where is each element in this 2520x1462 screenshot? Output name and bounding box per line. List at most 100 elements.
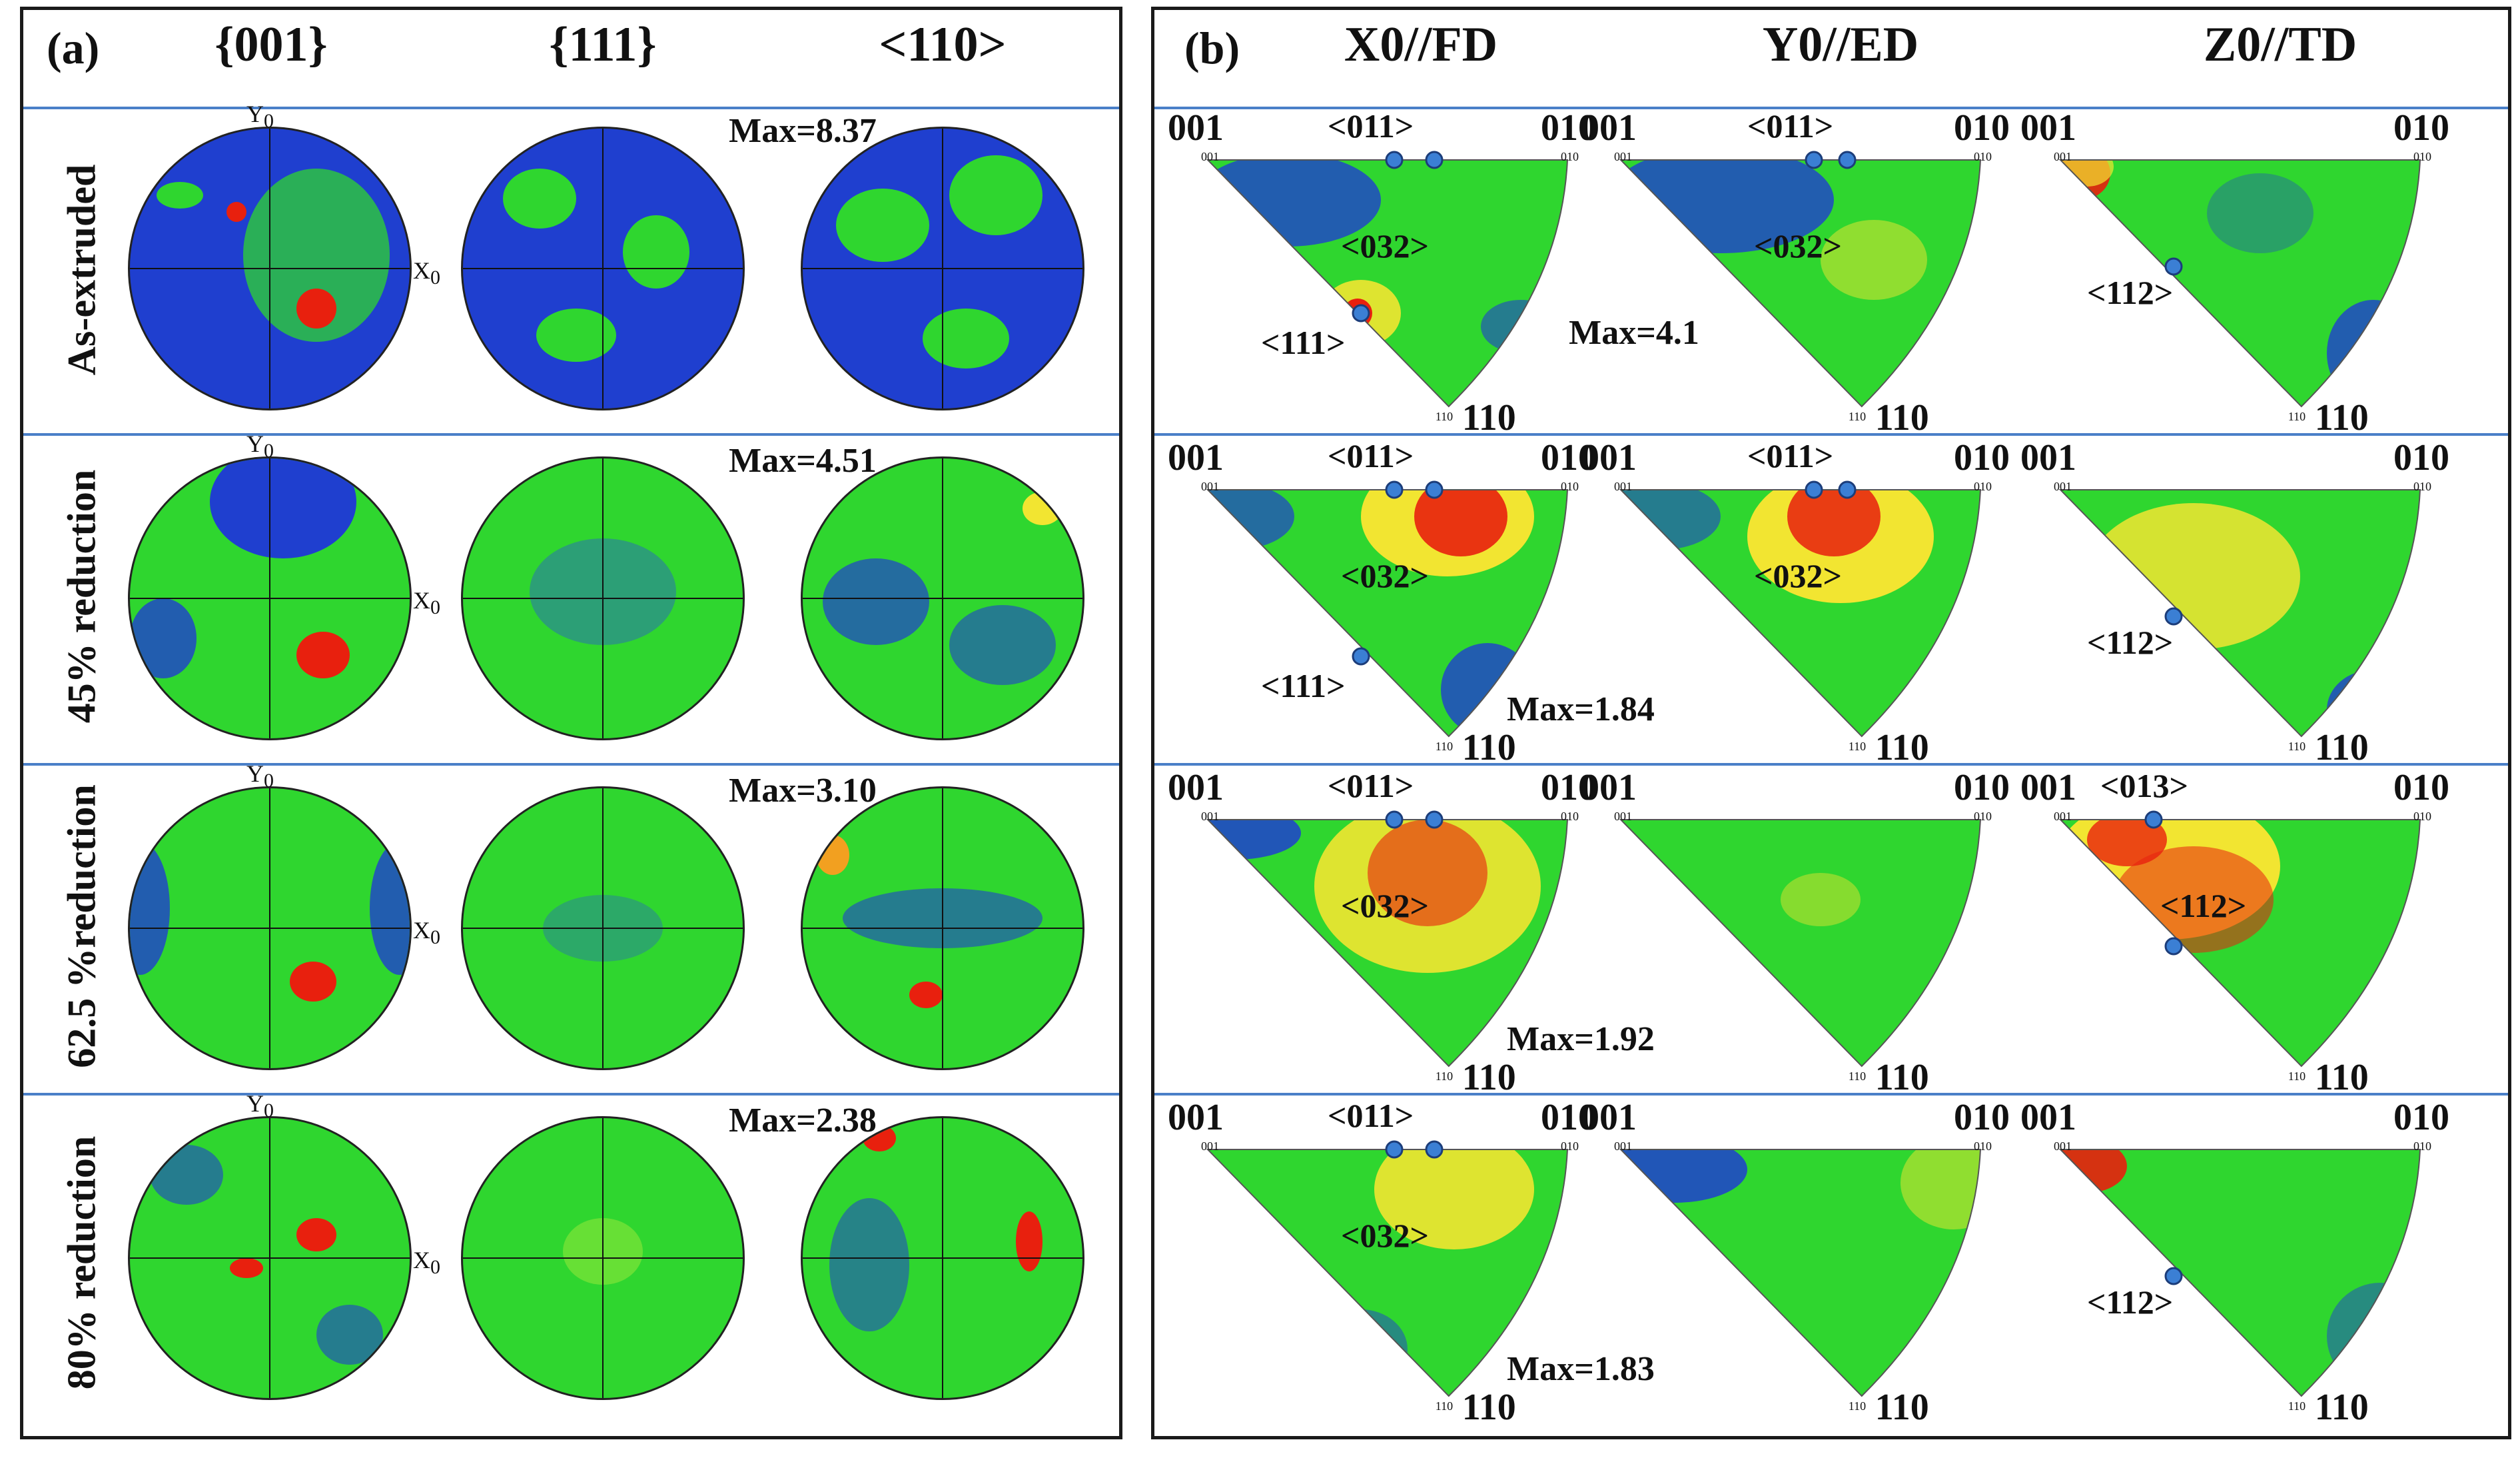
direction-label-032: <032>: [1341, 887, 1429, 924]
corner-label-001: 001: [1168, 437, 1224, 478]
corner-label-110: 110: [1875, 1057, 1929, 1098]
ipf-outline: [2058, 159, 2421, 408]
direction-marker-032: [1838, 480, 1857, 499]
row-separator: [23, 433, 1119, 436]
corner-label-001: 001: [1581, 1097, 1637, 1138]
texture-intensity-blob: [1481, 300, 1561, 353]
texture-intensity-blob: [1208, 820, 1301, 860]
ipf-triangle: [1206, 480, 1569, 738]
corner-label-001: 001: [2020, 437, 2076, 478]
max-intensity-label: Max=4.1: [1569, 314, 1699, 352]
ipf-triangle: [1619, 151, 1982, 408]
pole-figure-111: [463, 1118, 743, 1398]
corner-label-010: 010: [1541, 107, 1597, 149]
corner-label-001-small: 001: [1614, 150, 1632, 163]
texture-intensity-blob: [1781, 873, 1861, 926]
corner-label-001-small: 001: [1614, 480, 1632, 493]
corner-label-001-small: 001: [2054, 480, 2072, 493]
panel-a: (a) {001} {111} <110> As-extruded Max=8.…: [20, 7, 1122, 1439]
corner-label-010: 010: [1541, 767, 1597, 808]
texture-intensity-blob: [1900, 1149, 1980, 1229]
direction-label-111: <111>: [1261, 324, 1346, 361]
corner-label-001: 001: [2020, 767, 2076, 808]
texture-intensity-blob: [1368, 820, 1487, 926]
corner-label-110: 110: [2314, 1387, 2369, 1428]
corner-label-010-small: 010: [1561, 150, 1579, 163]
direction-label-112: <112>: [2087, 624, 2174, 661]
row-label-45-reduction: 45% reduction: [59, 469, 104, 724]
max-intensity-label: Max=3.10: [729, 772, 877, 810]
max-intensity-label: Max=1.92: [1507, 1020, 1655, 1058]
pole-figure-111: [463, 458, 743, 738]
corner-label-001: 001: [2020, 1097, 2076, 1138]
corner-label-001-small: 001: [1614, 1139, 1632, 1153]
ipf-triangle: [1206, 1140, 1569, 1397]
direction-label-032: <032>: [1341, 557, 1429, 594]
panel-b-letter: (b): [1184, 23, 1240, 73]
corner-label-010: 010: [1541, 437, 1597, 478]
y0-axis-label: Y0: [246, 1090, 274, 1122]
direction-label-032: <032>: [1754, 557, 1842, 594]
x0-axis-label: X0: [413, 257, 440, 289]
corner-label-010-small: 010: [1561, 480, 1579, 493]
direction-label-013: <013>: [2100, 767, 2188, 804]
corner-label-001-small: 001: [1201, 810, 1219, 823]
direction-label-112: <112>: [2087, 1283, 2174, 1321]
ipf-outline: [1619, 819, 1982, 1068]
corner-label-001-small: 001: [2054, 1139, 2072, 1153]
corner-label-110-small: 110: [1435, 1399, 1454, 1413]
corner-label-110-small: 110: [1435, 740, 1454, 753]
row-label-as-extruded: As-extruded: [59, 164, 104, 376]
direction-marker-011: [1385, 151, 1404, 169]
corner-label-110-small: 110: [1435, 1070, 1454, 1083]
corner-label-110: 110: [2314, 1057, 2369, 1098]
texture-intensity-blob: [2087, 820, 2167, 866]
direction-marker-032: [1425, 810, 1444, 829]
row-separator: [1154, 1093, 2508, 1096]
direction-label-032: <032>: [1341, 1217, 1429, 1254]
pole-figure-111: [463, 788, 743, 1068]
corner-label-110-small: 110: [1848, 1070, 1867, 1083]
corner-label-001-small: 001: [2054, 810, 2072, 823]
ipf-triangle: [2058, 810, 2421, 1068]
direction-marker-032: [1838, 151, 1857, 169]
panel-a-letter: (a): [47, 23, 100, 73]
pole-figure-001: [130, 1118, 410, 1398]
corner-label-010-small: 010: [2413, 1139, 2431, 1153]
direction-label-011: <011>: [1747, 107, 1834, 145]
pole-figure-column-001: {001}: [214, 17, 328, 72]
corner-label-010-small: 010: [1974, 480, 1992, 493]
corner-label-110: 110: [2314, 397, 2369, 438]
corner-label-110: 110: [1462, 727, 1516, 768]
pole-figure-column-111: {111}: [549, 17, 657, 72]
ipf-outline: [2058, 1149, 2421, 1397]
panel-b: (b) X0//FD Y0//ED Z0//TD 001 010 110 001 010…: [1151, 7, 2511, 1439]
row-separator: [23, 107, 1119, 109]
ipf-outline: [1206, 489, 1569, 738]
corner-label-110: 110: [1462, 1387, 1516, 1428]
corner-label-010: 010: [2393, 107, 2449, 149]
pole-figure-111: [463, 129, 743, 408]
direction-label-112: <112>: [2087, 274, 2174, 311]
max-intensity-label: Max=1.83: [1507, 1350, 1655, 1388]
direction-marker-112: [2164, 1267, 2183, 1285]
direction-marker-112: [2164, 257, 2183, 276]
direction-label-111: <111>: [1261, 667, 1346, 704]
pole-figure-110: [803, 458, 1082, 738]
pole-figure-column-110: <110>: [879, 17, 1007, 72]
corner-label-010-small: 010: [1561, 1139, 1579, 1153]
corner-label-001: 001: [1581, 107, 1637, 149]
corner-label-110: 110: [2314, 727, 2369, 768]
corner-label-010: 010: [2393, 1097, 2449, 1138]
ipf-outline: [1619, 159, 1982, 408]
direction-marker-011: [1805, 480, 1823, 499]
corner-label-110: 110: [1462, 1057, 1516, 1098]
texture-intensity-blob: [1821, 220, 1927, 300]
ipf-background: [1621, 820, 1980, 1066]
direction-marker-111: [1352, 304, 1370, 323]
pole-figure-001: [130, 129, 410, 408]
direction-marker-112: [2164, 937, 2183, 956]
ipf-outline: [2058, 489, 2421, 738]
direction-label-011: <011>: [1747, 437, 1834, 474]
ipf-triangle: [2058, 489, 2421, 738]
